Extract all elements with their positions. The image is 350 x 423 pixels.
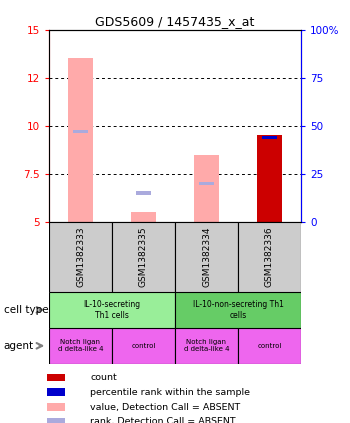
Bar: [175, 328, 238, 364]
Bar: [257, 135, 282, 222]
Text: control: control: [257, 343, 282, 349]
Bar: [262, 136, 277, 139]
Text: cell type: cell type: [4, 305, 48, 315]
Text: rank, Detection Call = ABSENT: rank, Detection Call = ABSENT: [90, 418, 236, 423]
Text: value, Detection Call = ABSENT: value, Detection Call = ABSENT: [90, 403, 241, 412]
Bar: [47, 388, 65, 396]
Bar: [112, 328, 175, 364]
Text: percentile rank within the sample: percentile rank within the sample: [90, 388, 251, 397]
Bar: [238, 222, 301, 292]
Bar: [131, 212, 156, 222]
Bar: [199, 182, 214, 185]
Text: Notch ligan
d delta-like 4: Notch ligan d delta-like 4: [184, 339, 229, 352]
Bar: [49, 292, 175, 328]
Text: GSM1382336: GSM1382336: [265, 227, 274, 287]
Bar: [47, 374, 65, 382]
Title: GDS5609 / 1457435_x_at: GDS5609 / 1457435_x_at: [95, 16, 255, 28]
Bar: [175, 292, 301, 328]
Bar: [194, 155, 219, 222]
Text: Notch ligan
d delta-like 4: Notch ligan d delta-like 4: [58, 339, 103, 352]
Bar: [136, 192, 151, 195]
Text: GSM1382333: GSM1382333: [76, 227, 85, 287]
Bar: [49, 222, 112, 292]
Bar: [238, 328, 301, 364]
Bar: [73, 130, 88, 133]
Text: IL-10-secreting
Th1 cells: IL-10-secreting Th1 cells: [83, 300, 141, 319]
Text: agent: agent: [4, 341, 34, 351]
Text: count: count: [90, 373, 117, 382]
Text: GSM1382335: GSM1382335: [139, 227, 148, 287]
Bar: [47, 403, 65, 411]
Text: control: control: [131, 343, 156, 349]
Text: IL-10-non-secreting Th1
cells: IL-10-non-secreting Th1 cells: [193, 300, 284, 319]
Bar: [68, 58, 93, 222]
Text: GSM1382334: GSM1382334: [202, 227, 211, 287]
Bar: [175, 222, 238, 292]
Bar: [47, 418, 65, 423]
Bar: [112, 222, 175, 292]
Bar: [49, 328, 112, 364]
